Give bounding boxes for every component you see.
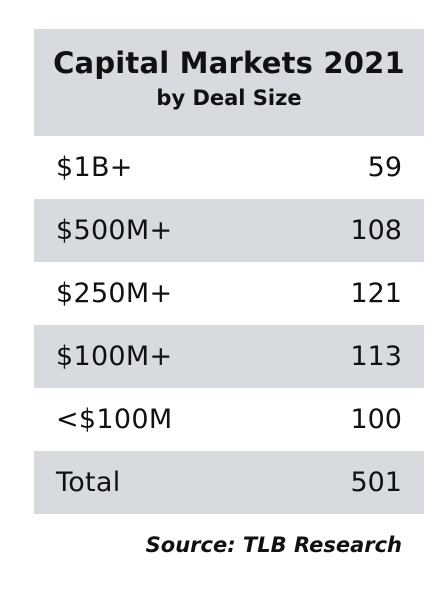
row-label: <$100M: [56, 404, 173, 435]
table-row: $1B+ 59: [34, 136, 424, 199]
row-label: $1B+: [56, 152, 133, 183]
table-row: <$100M 100: [34, 388, 424, 451]
table-row: $250M+ 121: [34, 262, 424, 325]
row-value: 113: [350, 341, 402, 372]
table-row: $100M+ 113: [34, 325, 424, 388]
deal-size-table: Capital Markets 2021 by Deal Size $1B+ 5…: [34, 29, 424, 514]
total-row: Total 501: [34, 451, 424, 514]
table-row: $500M+ 108: [34, 199, 424, 262]
row-label: $100M+: [56, 341, 173, 372]
source-note: Source: TLB Research: [145, 533, 402, 557]
row-label: $250M+: [56, 278, 173, 309]
row-label: $500M+: [56, 215, 173, 246]
row-value: 100: [350, 404, 402, 435]
total-value: 501: [350, 467, 402, 498]
table-subtitle: by Deal Size: [156, 86, 302, 110]
table-header: Capital Markets 2021 by Deal Size: [34, 29, 424, 136]
row-value: 108: [350, 215, 402, 246]
row-value: 121: [350, 278, 402, 309]
row-value: 59: [367, 152, 402, 183]
table-title: Capital Markets 2021: [53, 46, 405, 80]
total-label: Total: [56, 467, 121, 498]
